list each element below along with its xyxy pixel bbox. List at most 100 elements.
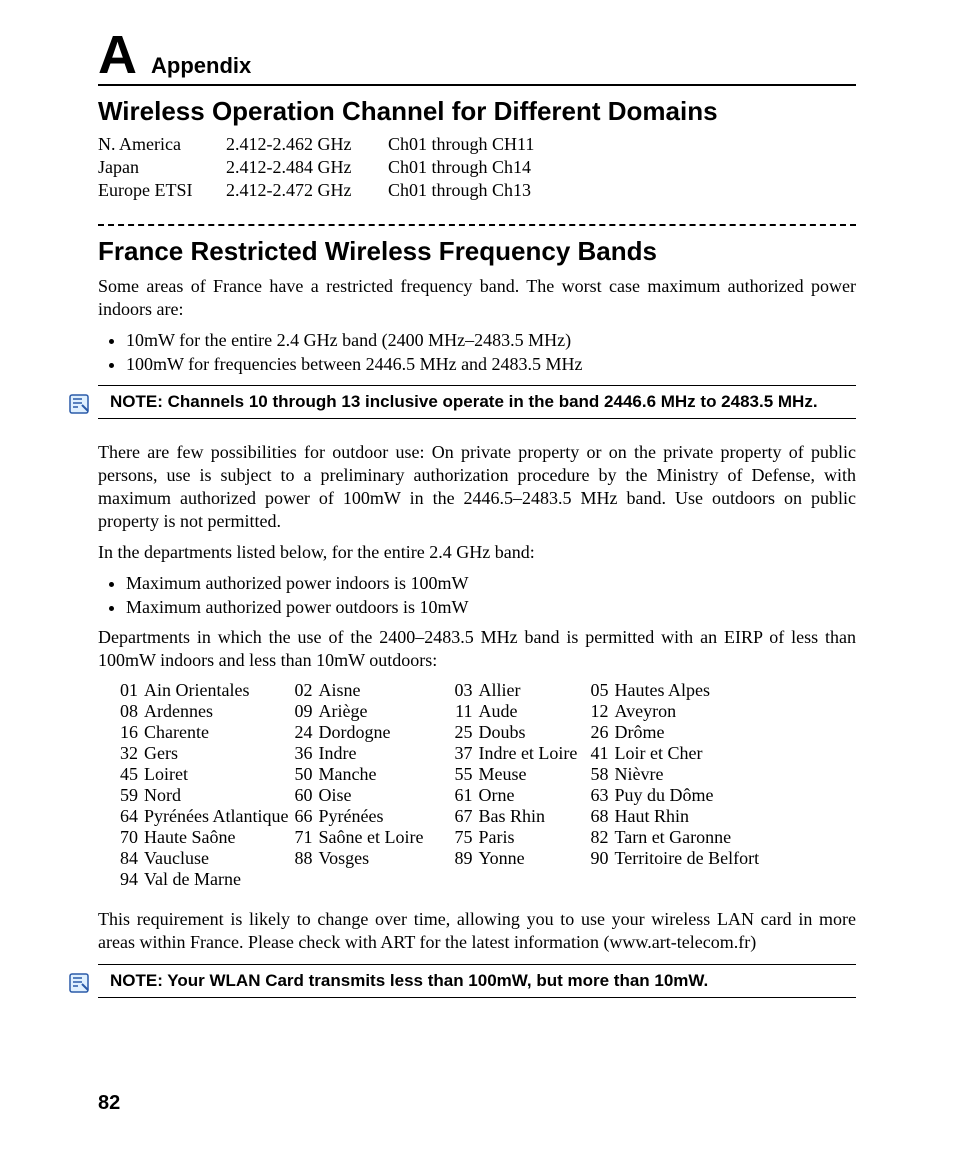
ch-cell: Ch01 through CH11 (388, 133, 598, 156)
dept-number (448, 869, 478, 890)
freq-cell: 2.412-2.472 GHz (226, 179, 388, 202)
section-title-france: France Restricted Wireless Frequency Ban… (98, 236, 856, 267)
dept-number: 94 (114, 869, 144, 890)
dept-number: 03 (448, 680, 478, 701)
dept-number: 68 (584, 806, 614, 827)
note-text: NOTE: Channels 10 through 13 inclusive o… (98, 386, 856, 418)
dept-number: 66 (288, 806, 318, 827)
dept-name: Vosges (318, 848, 448, 869)
table-row: 01Ain Orientales02Aisne03Allier05Hautes … (114, 680, 764, 701)
dept-number: 59 (114, 785, 144, 806)
dept-name (478, 869, 584, 890)
dept-name: Aude (478, 701, 584, 722)
dept-name: Doubs (478, 722, 584, 743)
table-row: 59Nord60Oise61Orne63Puy du Dôme (114, 785, 764, 806)
dept-number: 60 (288, 785, 318, 806)
note-icon (68, 972, 90, 999)
dept-name: Ain Orientales (144, 680, 288, 701)
bullets-indoor-power: 10mW for the entire 2.4 GHz band (2400 M… (98, 329, 856, 375)
outdoor-use-text: There are few possibilities for outdoor … (98, 441, 856, 533)
dept-name: Loiret (144, 764, 288, 785)
dept-number: 11 (448, 701, 478, 722)
note-rule-bottom (98, 418, 856, 419)
intro-text: Some areas of France have a restricted f… (98, 275, 856, 321)
dept-number: 70 (114, 827, 144, 848)
dept-number: 71 (288, 827, 318, 848)
note-icon (68, 393, 90, 420)
dept-name: Haute Saône (144, 827, 288, 848)
dept-number: 01 (114, 680, 144, 701)
dept-name: Vaucluse (144, 848, 288, 869)
table-row: 08Ardennes09Ariège11Aude12Aveyron (114, 701, 764, 722)
dept-number: 84 (114, 848, 144, 869)
table-row: Europe ETSI 2.412-2.472 GHz Ch01 through… (98, 179, 598, 202)
dept-number: 55 (448, 764, 478, 785)
freq-cell: 2.412-2.484 GHz (226, 156, 388, 179)
dept-number: 32 (114, 743, 144, 764)
dept-name: Haut Rhin (614, 806, 764, 827)
dept-name: Tarn et Garonne (614, 827, 764, 848)
bullets-dept-power: Maximum authorized power indoors is 100m… (98, 572, 856, 618)
freq-cell: 2.412-2.462 GHz (226, 133, 388, 156)
domain-table: N. America 2.412-2.462 GHz Ch01 through … (98, 133, 598, 202)
dept-name: Dordogne (318, 722, 448, 743)
dept-number: 25 (448, 722, 478, 743)
page-number: 82 (98, 1092, 120, 1115)
dept-name: Gers (144, 743, 288, 764)
dept-number: 61 (448, 785, 478, 806)
dept-number: 75 (448, 827, 478, 848)
dept-name: Indre et Loire (478, 743, 584, 764)
region-cell: Europe ETSI (98, 179, 226, 202)
dept-number: 08 (114, 701, 144, 722)
dept-name: Nièvre (614, 764, 764, 785)
dept-name: Aisne (318, 680, 448, 701)
dept-name: Meuse (478, 764, 584, 785)
dashed-separator (98, 224, 856, 226)
dept-name: Aveyron (614, 701, 764, 722)
dept-name: Orne (478, 785, 584, 806)
table-row: 45Loiret50Manche55Meuse58Nièvre (114, 764, 764, 785)
dept-name: Puy du Dôme (614, 785, 764, 806)
table-row: 70Haute Saône71Saône et Loire75Paris82Ta… (114, 827, 764, 848)
note-box: NOTE: Your WLAN Card transmits less than… (98, 964, 856, 998)
departments-table: 01Ain Orientales02Aisne03Allier05Hautes … (114, 680, 764, 890)
dept-name: Ariège (318, 701, 448, 722)
appendix-label: Appendix (151, 53, 251, 79)
region-cell: Japan (98, 156, 226, 179)
dept-number: 05 (584, 680, 614, 701)
document-page: A Appendix Wireless Operation Channel fo… (0, 0, 954, 1155)
dept-number: 45 (114, 764, 144, 785)
list-item: 10mW for the entire 2.4 GHz band (2400 M… (126, 329, 856, 352)
departments-intro: In the departments listed below, for the… (98, 541, 856, 564)
dept-number: 37 (448, 743, 478, 764)
appendix-letter: A (98, 28, 137, 82)
dept-number: 09 (288, 701, 318, 722)
dept-name: Manche (318, 764, 448, 785)
dept-name: Indre (318, 743, 448, 764)
dept-name: Charente (144, 722, 288, 743)
ch-cell: Ch01 through Ch14 (388, 156, 598, 179)
dept-name: Nord (144, 785, 288, 806)
dept-number: 16 (114, 722, 144, 743)
dept-name: Val de Marne (144, 869, 288, 890)
table-row: Japan 2.412-2.484 GHz Ch01 through Ch14 (98, 156, 598, 179)
dept-number: 58 (584, 764, 614, 785)
dept-number: 82 (584, 827, 614, 848)
dept-number: 88 (288, 848, 318, 869)
table-row: 84Vaucluse88Vosges89Yonne90Territoire de… (114, 848, 764, 869)
dept-name: Territoire de Belfort (614, 848, 764, 869)
closing-text: This requirement is likely to change ove… (98, 908, 856, 954)
dept-name: Drôme (614, 722, 764, 743)
dept-number: 90 (584, 848, 614, 869)
dept-number: 64 (114, 806, 144, 827)
table-row: 32Gers36Indre37Indre et Loire41Loir et C… (114, 743, 764, 764)
ch-cell: Ch01 through Ch13 (388, 179, 598, 202)
note-box: NOTE: Channels 10 through 13 inclusive o… (98, 385, 856, 419)
dept-number (288, 869, 318, 890)
dept-name (318, 869, 448, 890)
dept-name: Allier (478, 680, 584, 701)
eirp-text: Departments in which the use of the 2400… (98, 626, 856, 672)
table-row: 64Pyrénées Atlantique66Pyrénées67Bas Rhi… (114, 806, 764, 827)
note-rule-bottom (98, 997, 856, 998)
dept-name: Saône et Loire (318, 827, 448, 848)
